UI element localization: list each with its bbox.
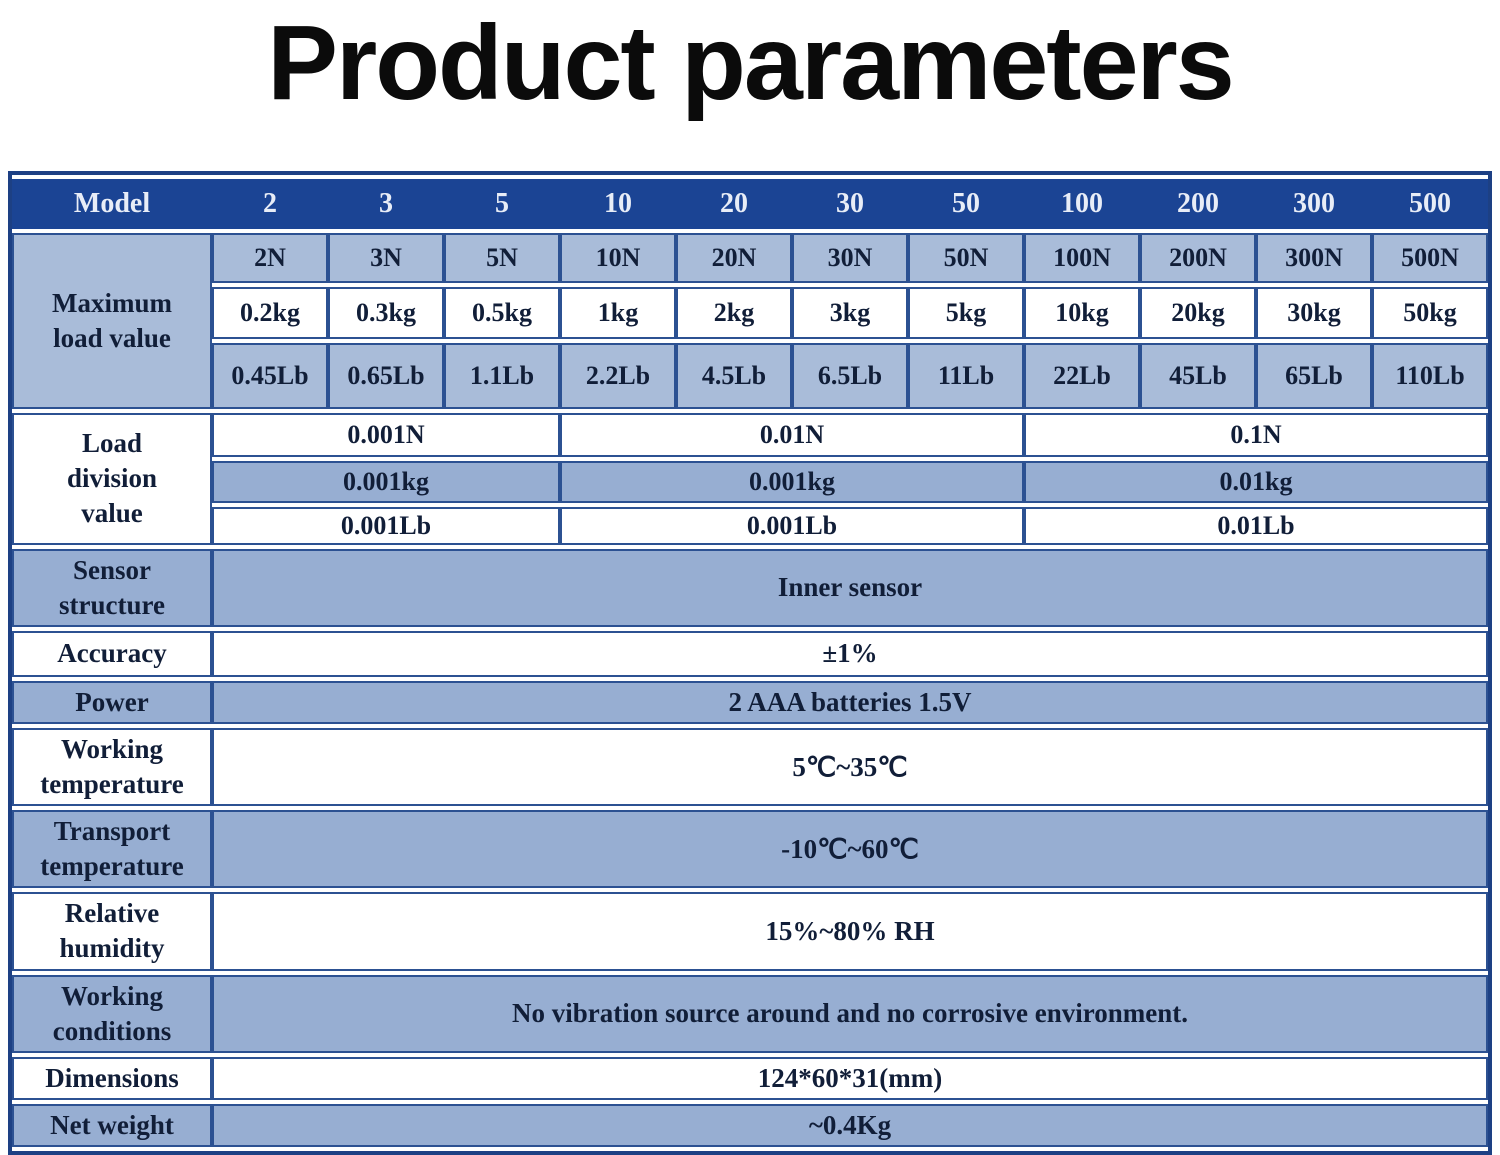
load-division-kg-cell: 0.01kg bbox=[1024, 460, 1488, 503]
max-load-kg-cell: 10kg bbox=[1024, 286, 1140, 339]
spec-row-dimensions: Dimensions 124*60*31(mm) bbox=[12, 1056, 1488, 1100]
load-division-newton-cell: 0.01N bbox=[560, 412, 1024, 457]
max-load-lb-row: 0.45Lb 0.65Lb 1.1Lb 2.2Lb 4.5Lb 6.5Lb 11… bbox=[12, 342, 1488, 409]
max-load-lb-cell: 2.2Lb bbox=[560, 342, 676, 409]
max-load-lb-cell: 0.65Lb bbox=[328, 342, 444, 409]
spec-label: Sensor structure bbox=[12, 548, 212, 627]
max-load-newton-cell: 10N bbox=[560, 232, 676, 283]
max-load-kg-cell: 1kg bbox=[560, 286, 676, 339]
spec-value: -10℃~60℃ bbox=[212, 810, 1488, 889]
load-division-label: Load division value bbox=[12, 412, 212, 545]
max-load-kg-row: 0.2kg 0.3kg 0.5kg 1kg 2kg 3kg 5kg 10kg 2… bbox=[12, 286, 1488, 339]
max-load-lb-cell: 110Lb bbox=[1372, 342, 1488, 409]
model-col-header: 5 bbox=[444, 178, 560, 229]
load-division-kg-row: 0.001kg 0.001kg 0.01kg bbox=[12, 460, 1488, 503]
load-division-kg-cell: 0.001kg bbox=[212, 460, 560, 503]
load-division-kg-cell: 0.001kg bbox=[560, 460, 1024, 503]
load-division-lb-row: 0.001Lb 0.001Lb 0.01Lb bbox=[12, 506, 1488, 545]
model-col-header: 2 bbox=[212, 178, 328, 229]
spec-value: ±1% bbox=[212, 630, 1488, 677]
max-load-kg-cell: 50kg bbox=[1372, 286, 1488, 339]
model-col-header: 200 bbox=[1140, 178, 1256, 229]
spec-value: 2 AAA batteries 1.5V bbox=[212, 680, 1488, 724]
spec-label: Power bbox=[12, 680, 212, 724]
max-load-lb-cell: 65Lb bbox=[1256, 342, 1372, 409]
spec-label: Working conditions bbox=[12, 974, 212, 1053]
max-load-newton-cell: 200N bbox=[1140, 232, 1256, 283]
max-load-kg-cell: 2kg bbox=[676, 286, 792, 339]
spec-row-relative-humidity: Relative humidity 15%~80% RH bbox=[12, 892, 1488, 971]
max-load-newton-cell: 300N bbox=[1256, 232, 1372, 283]
load-division-lb-cell: 0.001Lb bbox=[212, 506, 560, 545]
spec-value: 15%~80% RH bbox=[212, 892, 1488, 971]
load-division-newton-cell: 0.1N bbox=[1024, 412, 1488, 457]
max-load-kg-cell: 20kg bbox=[1140, 286, 1256, 339]
spec-value: 5℃~35℃ bbox=[212, 728, 1488, 807]
spec-label: Net weight bbox=[12, 1103, 212, 1147]
spec-value: Inner sensor bbox=[212, 548, 1488, 627]
max-load-lb-cell: 0.45Lb bbox=[212, 342, 328, 409]
max-load-newton-cell: 500N bbox=[1372, 232, 1488, 283]
max-load-newton-cell: 5N bbox=[444, 232, 560, 283]
max-load-lb-cell: 11Lb bbox=[908, 342, 1024, 409]
spec-row-accuracy: Accuracy ±1% bbox=[12, 630, 1488, 677]
spec-value: ~0.4Kg bbox=[212, 1103, 1488, 1147]
model-col-header: 30 bbox=[792, 178, 908, 229]
max-load-newton-cell: 30N bbox=[792, 232, 908, 283]
load-division-lb-cell: 0.01Lb bbox=[1024, 506, 1488, 545]
max-load-kg-cell: 3kg bbox=[792, 286, 908, 339]
load-division-newton-row: Load division value 0.001N 0.01N 0.1N bbox=[12, 412, 1488, 545]
spec-row-power: Power 2 AAA batteries 1.5V bbox=[12, 680, 1488, 724]
max-load-newton-row: Maximum load value 2N 3N 5N 10N 20N 30N … bbox=[12, 232, 1488, 409]
max-load-kg-cell: 0.2kg bbox=[212, 286, 328, 339]
spec-label: Accuracy bbox=[12, 630, 212, 677]
max-load-kg-cell: 30kg bbox=[1256, 286, 1372, 339]
max-load-newton-cell: 100N bbox=[1024, 232, 1140, 283]
spec-row-working-temperature: Working temperature 5℃~35℃ bbox=[12, 728, 1488, 807]
spec-row-sensor-structure: Sensor structure Inner sensor bbox=[12, 548, 1488, 627]
max-load-lb-cell: 45Lb bbox=[1140, 342, 1256, 409]
model-col-header: 50 bbox=[908, 178, 1024, 229]
spec-row-working-conditions: Working conditions No vibration source a… bbox=[12, 974, 1488, 1053]
max-load-lb-cell: 4.5Lb bbox=[676, 342, 792, 409]
model-col-header: 3 bbox=[328, 178, 444, 229]
load-division-newton-cell: 0.001N bbox=[212, 412, 560, 457]
max-load-lb-cell: 1.1Lb bbox=[444, 342, 560, 409]
model-col-header: 100 bbox=[1024, 178, 1140, 229]
page-title: Product parameters bbox=[267, 4, 1234, 122]
max-load-newton-cell: 3N bbox=[328, 232, 444, 283]
max-load-lb-cell: 22Lb bbox=[1024, 342, 1140, 409]
spec-row-transport-temperature: Transport temperature -10℃~60℃ bbox=[12, 810, 1488, 889]
spec-label: Dimensions bbox=[12, 1056, 212, 1100]
model-col-header: 20 bbox=[676, 178, 792, 229]
model-header-label: Model bbox=[12, 178, 212, 229]
spec-label: Relative humidity bbox=[12, 892, 212, 971]
max-load-newton-cell: 2N bbox=[212, 232, 328, 283]
max-load-lb-cell: 6.5Lb bbox=[792, 342, 908, 409]
spec-label: Transport temperature bbox=[12, 810, 212, 889]
model-col-header: 300 bbox=[1256, 178, 1372, 229]
max-load-newton-cell: 50N bbox=[908, 232, 1024, 283]
spec-label: Working temperature bbox=[12, 728, 212, 807]
spec-row-net-weight: Net weight ~0.4Kg bbox=[12, 1103, 1488, 1147]
model-col-header: 10 bbox=[560, 178, 676, 229]
spec-value: 124*60*31(mm) bbox=[212, 1056, 1488, 1100]
model-header-row: Model 2 3 5 10 20 30 50 100 200 300 500 bbox=[12, 178, 1488, 229]
spec-value: No vibration source around and no corros… bbox=[212, 974, 1488, 1053]
model-col-header: 500 bbox=[1372, 178, 1488, 229]
max-load-kg-cell: 5kg bbox=[908, 286, 1024, 339]
max-load-newton-cell: 20N bbox=[676, 232, 792, 283]
max-load-label: Maximum load value bbox=[12, 232, 212, 409]
load-division-lb-cell: 0.001Lb bbox=[560, 506, 1024, 545]
product-parameters-table: Model 2 3 5 10 20 30 50 100 200 300 500 … bbox=[8, 170, 1492, 1155]
max-load-kg-cell: 0.3kg bbox=[328, 286, 444, 339]
max-load-kg-cell: 0.5kg bbox=[444, 286, 560, 339]
